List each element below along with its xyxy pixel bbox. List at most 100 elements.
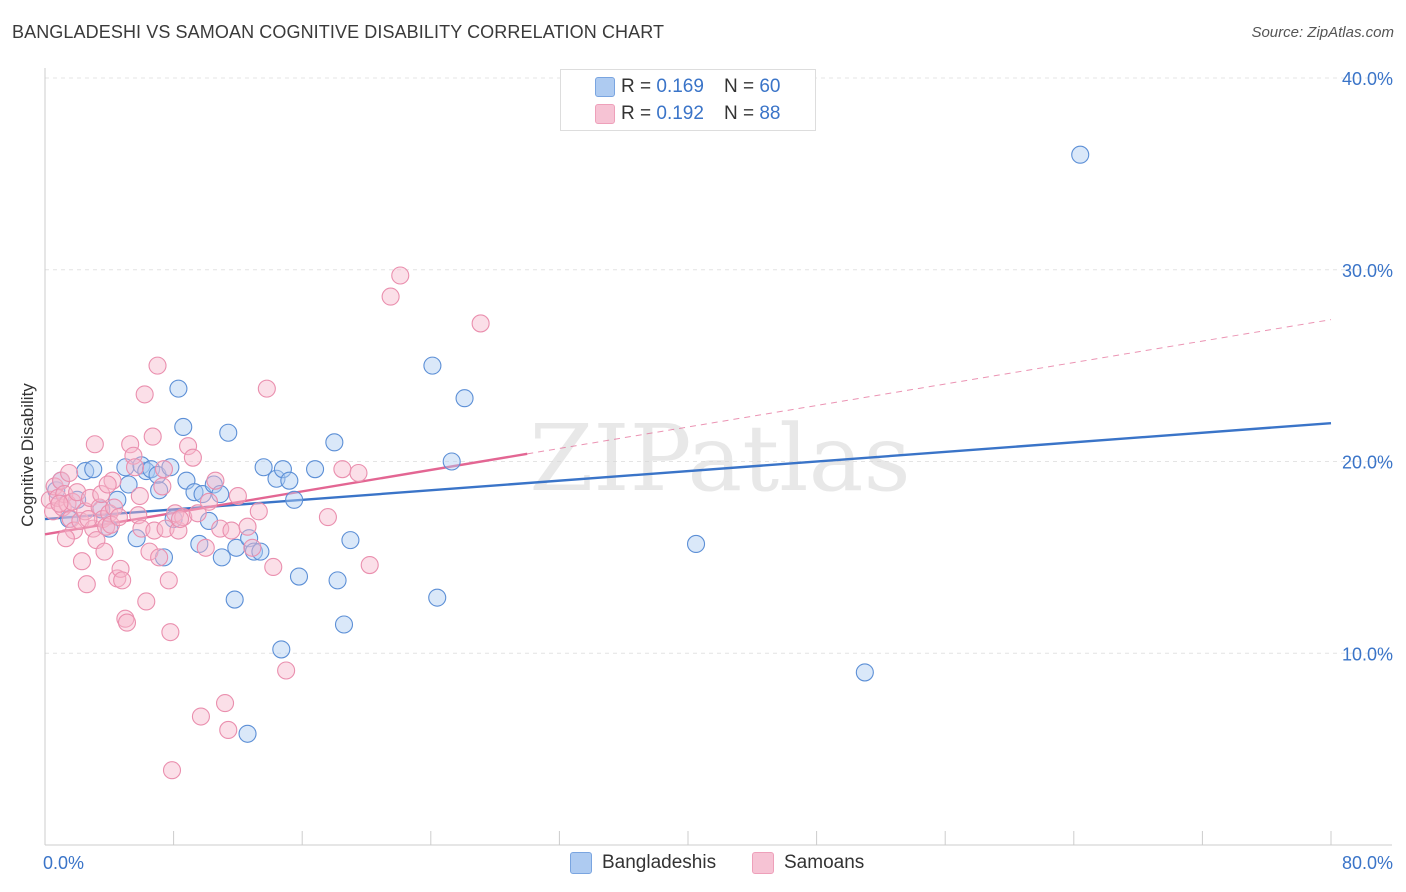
point-samoan [129, 506, 148, 525]
point-samoan [145, 521, 164, 540]
trendline-samoans [44, 452, 528, 536]
point-samoan [170, 509, 190, 529]
point-samoan [161, 623, 180, 642]
point-samoan [72, 552, 92, 571]
point-samoan [137, 592, 156, 611]
point-samoan [191, 707, 210, 726]
point-bangladeshi [855, 663, 874, 682]
point-samoan [85, 435, 104, 454]
legend-swatch-pink [752, 852, 774, 874]
point-samoan [95, 542, 114, 561]
legend-r-label: R = [621, 76, 652, 97]
point-samoan [159, 571, 178, 590]
point-samoan [150, 548, 169, 567]
point-bangladeshi [227, 538, 246, 557]
point-bangladeshi [423, 356, 442, 375]
series-legend-label: Bangladeshis [602, 852, 717, 873]
grid-layer [45, 77, 1392, 654]
point-bangladeshi [272, 640, 291, 659]
point-samoan [43, 502, 63, 521]
point-samoan [50, 494, 69, 513]
legend-row-bangladeshis: R = 0.169 N = 60 [595, 75, 781, 99]
legend-swatch-blue [595, 77, 615, 97]
point-bangladeshi [273, 460, 292, 479]
point-samoan [109, 508, 128, 527]
point-bangladeshi [174, 417, 193, 437]
point-samoan [162, 761, 182, 780]
point-samoan [113, 571, 132, 590]
point-samoan [349, 463, 368, 483]
point-samoan [249, 502, 268, 521]
point-samoan [153, 477, 172, 496]
point-samoan [80, 488, 100, 507]
point-bangladeshi [686, 534, 706, 554]
point-samoan [277, 661, 296, 680]
point-samoan [79, 509, 98, 529]
point-samoan [56, 529, 75, 548]
stats-legend: R = 0.169 N = 60 R = 0.192 N = 88 [560, 69, 816, 131]
point-samoan [179, 437, 198, 456]
point-samoan [183, 448, 202, 467]
legend-r-label: R = [621, 103, 652, 124]
point-samoan [100, 504, 119, 523]
series-legend-samoans[interactable]: Samoans [752, 852, 864, 874]
point-samoan [360, 555, 379, 575]
point-samoan [90, 498, 109, 517]
point-samoan [140, 542, 159, 561]
point-samoan [381, 287, 400, 306]
point-samoan [264, 557, 283, 577]
point-bangladeshi [1071, 145, 1090, 164]
point-samoan [318, 508, 337, 527]
points-layer [40, 145, 1090, 780]
x-tick-label-min: 0.0% [43, 853, 84, 873]
point-bangladeshi [238, 724, 257, 743]
point-samoan [98, 475, 117, 494]
point-samoan [169, 521, 188, 540]
legend-row-samoans: R = 0.192 N = 88 [595, 102, 781, 126]
point-bangladeshi [212, 548, 231, 567]
point-bangladeshi [219, 423, 238, 442]
point-samoan [143, 427, 162, 446]
trendline-samoans-extrapolated [527, 319, 1332, 455]
x-tick-label-max: 80.0% [1342, 853, 1393, 873]
legend-r-value: 0.169 [656, 76, 704, 97]
point-samoan [135, 385, 154, 404]
point-bangladeshi [161, 458, 180, 477]
series-legend-bangladeshis[interactable]: Bangladeshis [570, 852, 716, 874]
point-samoan [222, 521, 241, 540]
point-bangladeshi [169, 379, 188, 398]
point-bangladeshi [280, 471, 299, 490]
chart-title: BANGLADESHI VS SAMOAN COGNITIVE DISABILI… [12, 22, 665, 42]
point-samoan [219, 720, 238, 740]
legend-n-value: 88 [759, 103, 781, 124]
y-tick-label: 20.0% [1342, 453, 1393, 473]
point-bangladeshi [127, 529, 146, 548]
series-legend-label: Samoans [784, 852, 865, 873]
axes-layer [44, 68, 1392, 846]
point-samoan [228, 486, 247, 506]
point-samoan [130, 486, 149, 506]
y-tick-label: 10.0% [1342, 644, 1393, 664]
point-samoan [111, 559, 130, 578]
point-samoan [188, 504, 207, 523]
point-samoan [148, 356, 167, 375]
legend-n-value: 60 [759, 76, 781, 97]
point-bangladeshi [254, 458, 273, 477]
point-bangladeshi [289, 567, 309, 586]
point-samoan [121, 435, 140, 454]
point-bangladeshi [325, 433, 344, 452]
point-samoan [125, 458, 145, 477]
point-bangladeshi [428, 588, 447, 607]
point-bangladeshi [455, 389, 474, 408]
point-samoan [211, 519, 230, 538]
point-samoan [257, 379, 276, 398]
point-samoan [333, 460, 352, 479]
point-bangladeshi [225, 590, 244, 609]
point-bangladeshi [285, 490, 304, 509]
point-bangladeshi [334, 615, 354, 634]
y-tick-label: 40.0% [1342, 69, 1393, 89]
legend-n-label: N = [723, 76, 755, 97]
point-samoan [243, 538, 262, 557]
legend-r-value: 0.192 [656, 103, 704, 124]
